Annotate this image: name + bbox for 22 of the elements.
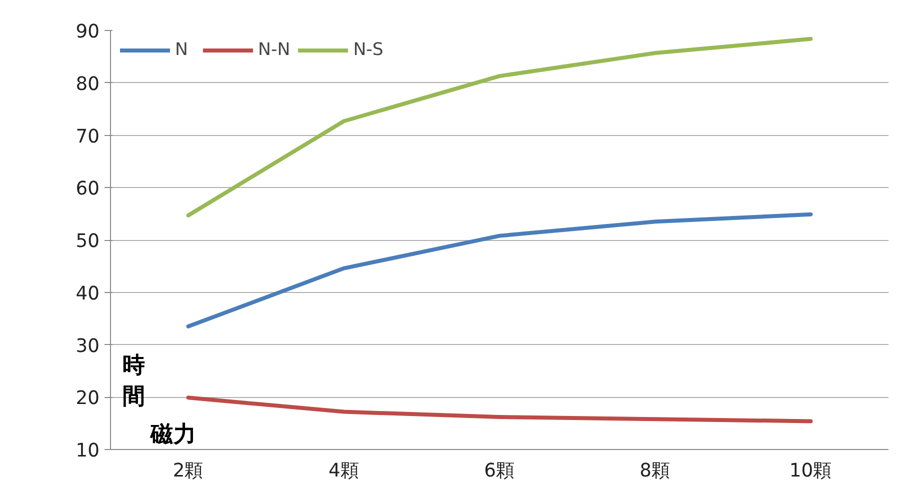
line-series	[186, 396, 813, 424]
y-tick-label: 10	[76, 440, 100, 462]
legend-label: N-S	[353, 40, 384, 60]
x-tick-label: 8顆	[640, 460, 671, 482]
x-tick-label: 10顆	[789, 460, 832, 482]
x-tick-label: 6顆	[484, 460, 515, 482]
x-tick-label: 2顆	[172, 460, 204, 482]
y-tick-label: 50	[76, 231, 100, 252]
y-tick-label: 70	[76, 126, 100, 148]
y-tick-label: 80	[76, 74, 100, 95]
legend-label: N-N	[258, 40, 290, 60]
line-series	[186, 212, 813, 328]
x-tick-label: 4顆	[328, 460, 360, 482]
y-axis-title: 時間	[122, 352, 146, 410]
line-series	[186, 36, 813, 218]
y-tick-label: 40	[76, 283, 100, 304]
legend-label: N	[175, 40, 189, 60]
y-tick-label: 20	[76, 388, 100, 410]
y-tick-label: 90	[76, 22, 100, 42]
y-tick-label: 30	[76, 336, 100, 357]
x-axis-title: 磁力	[150, 422, 196, 448]
y-tick-label: 60	[76, 178, 100, 200]
